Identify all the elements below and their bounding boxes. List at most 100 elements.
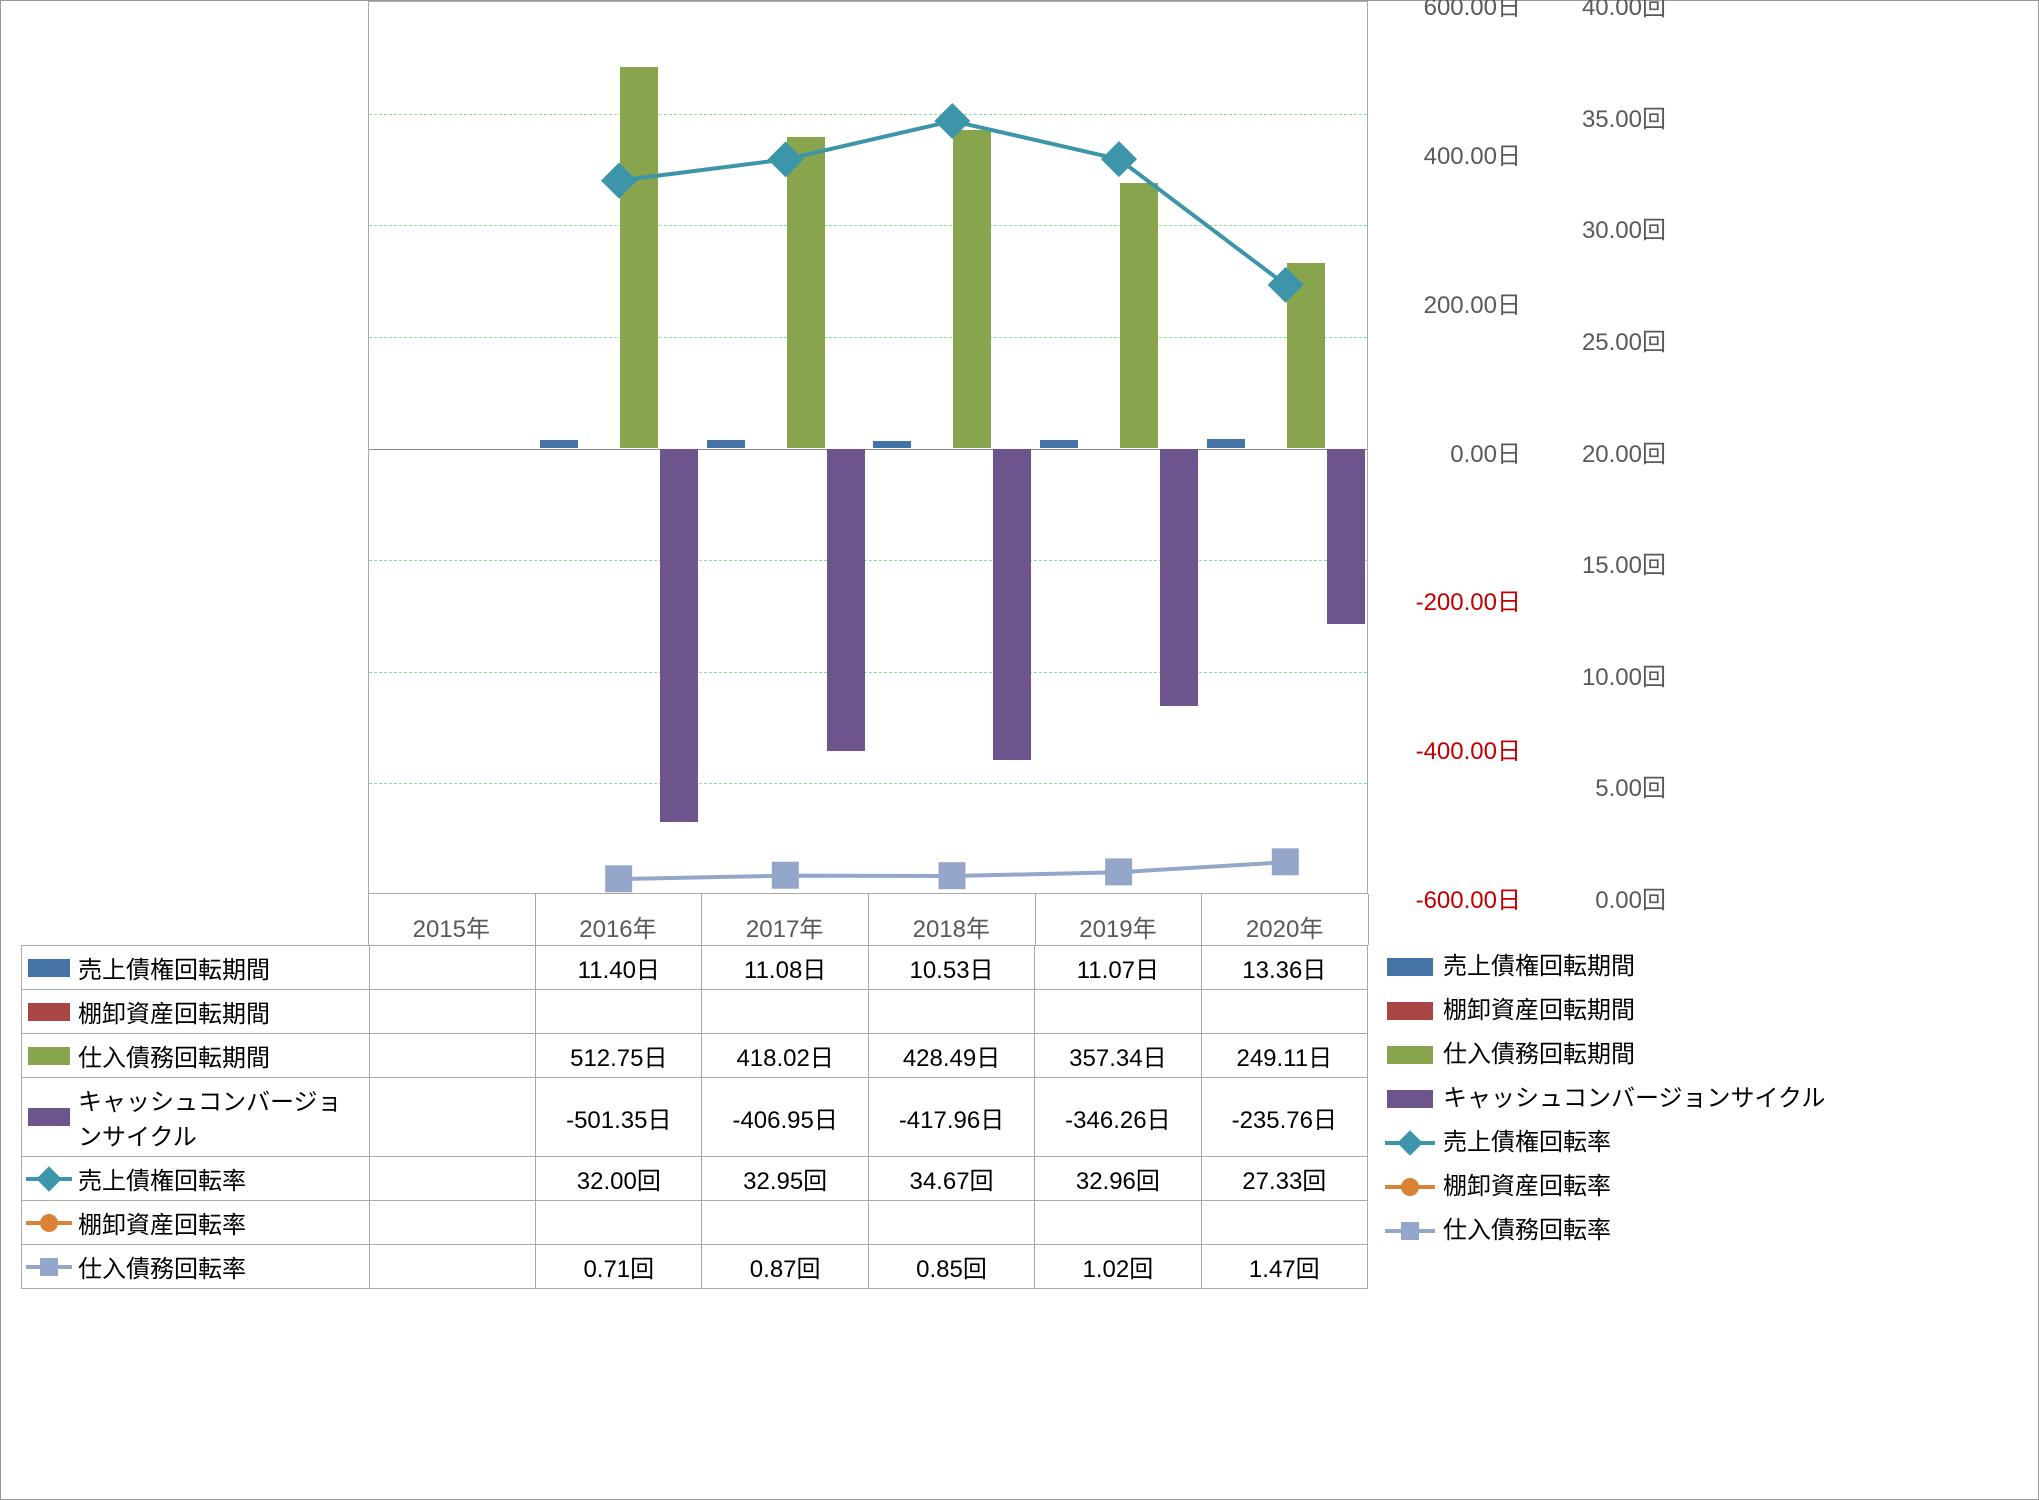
table-cell: [369, 1157, 535, 1201]
table-cell: -235.76日: [1201, 1078, 1367, 1157]
x-divider: [1035, 894, 1036, 945]
row-label: 棚卸資産回転期間: [22, 990, 370, 1034]
table-cell: -417.96日: [868, 1078, 1034, 1157]
table-row: キャッシュコンバージョンサイクル -501.35日-406.95日-417.96日…: [22, 1078, 1368, 1157]
table-cell: 32.00回: [536, 1157, 702, 1201]
right-axis-tick: 0.00回: [1536, 880, 1666, 915]
right-legend: 売上債権回転期間棚卸資産回転期間仕入債務回転期間キャッシュコンバージョンサイクル…: [1381, 945, 2021, 1253]
table-cell: [868, 990, 1034, 1034]
bar-swatch-icon: [28, 1003, 70, 1021]
right-legend-item: 棚卸資産回転率: [1381, 1165, 2021, 1209]
plot-area: [368, 1, 1368, 894]
table-row: 売上債権回転期間11.40日11.08日10.53日11.07日13.36日: [22, 946, 1368, 990]
row-label: 仕入債務回転率: [22, 1245, 370, 1289]
table-cell: [868, 1201, 1034, 1245]
table-cell: 10.53日: [868, 946, 1034, 990]
right-axis-tick: 40.00回: [1536, 0, 1666, 22]
marker-payable_turn: [938, 862, 965, 889]
legend-label: 棚卸資産回転期間: [1443, 997, 1635, 1024]
x-divider: [701, 894, 702, 945]
data-table: 売上債権回転期間11.40日11.08日10.53日11.07日13.36日棚卸…: [21, 945, 1368, 1289]
table-cell: [369, 1245, 535, 1289]
right-axis-tick: 20.00回: [1536, 434, 1666, 469]
x-divider: [368, 894, 369, 945]
table-cell: 32.96回: [1035, 1157, 1201, 1201]
circle-marker-icon: [40, 1214, 58, 1232]
right-axis-tick: 15.00回: [1536, 545, 1666, 580]
marker-sales_receivable_turn: [1101, 141, 1137, 177]
x-divider: [1368, 894, 1369, 945]
row-label: 売上債権回転率: [22, 1157, 370, 1201]
bar-swatch-icon: [1387, 958, 1433, 976]
table-cell: 249.11日: [1201, 1034, 1367, 1078]
table-cell: [702, 990, 868, 1034]
legend-label: 棚卸資産回転率: [1443, 1173, 1611, 1200]
right-legend-item: 売上債権回転率: [1381, 1121, 2021, 1165]
right-axis-tick: 35.00回: [1536, 99, 1666, 134]
right-axis-tick: 30.00回: [1536, 210, 1666, 245]
table-row: 仕入債務回転期間512.75日418.02日428.49日357.34日249.…: [22, 1034, 1368, 1078]
series-label: 売上債権回転率: [78, 1168, 246, 1195]
diamond-marker-icon: [1397, 1130, 1422, 1155]
bar-swatch-icon: [1387, 1046, 1433, 1064]
right-axis-tick: 25.00回: [1536, 322, 1666, 357]
table-cell: 27.33回: [1201, 1157, 1367, 1201]
series-label: 棚卸資産回転期間: [78, 1001, 270, 1028]
table-cell: 1.02回: [1035, 1245, 1201, 1289]
table-cell: [1201, 990, 1367, 1034]
marker-payable_turn: [1105, 858, 1132, 885]
left-axis-tick: 0.00日: [1381, 434, 1521, 469]
left-axis-tick: -200.00日: [1381, 582, 1521, 617]
right-legend-item: 棚卸資産回転期間: [1381, 989, 2021, 1033]
x-divider: [868, 894, 869, 945]
table-cell: [1035, 990, 1201, 1034]
table-cell: 11.40日: [536, 946, 702, 990]
marker-payable_turn: [772, 862, 799, 889]
right-legend-item: 売上債権回転期間: [1381, 945, 2021, 989]
line-sales_receivable_turn: [619, 121, 1286, 285]
legend-label: 売上債権回転率: [1443, 1129, 1611, 1156]
table-cell: [369, 946, 535, 990]
left-axis-tick: -600.00日: [1381, 880, 1521, 915]
legend-label: 仕入債務回転率: [1443, 1217, 1611, 1244]
row-label: 仕入債務回転期間: [22, 1034, 370, 1078]
left-axis-tick: -400.00日: [1381, 731, 1521, 766]
left-axis-tick: 400.00日: [1381, 136, 1521, 171]
series-label: 売上債権回転期間: [78, 957, 270, 984]
row-label: キャッシュコンバージョンサイクル: [22, 1078, 370, 1157]
table-cell: -346.26日: [1035, 1078, 1201, 1157]
square-marker-icon: [1401, 1222, 1419, 1240]
table-cell: 13.36日: [1201, 946, 1367, 990]
legend-label: キャッシュコンバージョンサイクル: [1443, 1085, 1825, 1112]
table-cell: [1035, 1201, 1201, 1245]
right-legend-item: 仕入債務回転期間: [1381, 1033, 2021, 1077]
right-axis-tick: 5.00回: [1536, 768, 1666, 803]
x-category-label: 2015年: [368, 909, 535, 944]
x-category-label: 2020年: [1201, 909, 1368, 944]
table-cell: 0.71回: [536, 1245, 702, 1289]
table-cell: 512.75日: [536, 1034, 702, 1078]
table-row: 棚卸資産回転期間: [22, 990, 1368, 1034]
table-cell: -406.95日: [702, 1078, 868, 1157]
table-cell: 0.85回: [868, 1245, 1034, 1289]
table-cell: 357.34日: [1035, 1034, 1201, 1078]
table-cell: [369, 1034, 535, 1078]
legend-label: 仕入債務回転期間: [1443, 1041, 1635, 1068]
table-cell: -501.35日: [536, 1078, 702, 1157]
table-cell: 0.87回: [702, 1245, 868, 1289]
x-category-label: 2017年: [701, 909, 868, 944]
series-label: キャッシュコンバージョンサイクル: [78, 1089, 342, 1151]
bar-swatch-icon: [28, 1108, 70, 1126]
table-row: 仕入債務回転率0.71回0.87回0.85回1.02回1.47回: [22, 1245, 1368, 1289]
table-cell: 34.67回: [868, 1157, 1034, 1201]
table-cell: [702, 1201, 868, 1245]
bar-swatch-icon: [1387, 1090, 1433, 1108]
table-cell: 428.49日: [868, 1034, 1034, 1078]
x-category-label: 2016年: [535, 909, 702, 944]
bar-swatch-icon: [1387, 1002, 1433, 1020]
x-category-label: 2019年: [1035, 909, 1202, 944]
circle-marker-icon: [1401, 1178, 1419, 1196]
row-label: 棚卸資産回転率: [22, 1201, 370, 1245]
marker-sales_receivable_turn: [768, 141, 804, 177]
table-cell: [369, 1078, 535, 1157]
